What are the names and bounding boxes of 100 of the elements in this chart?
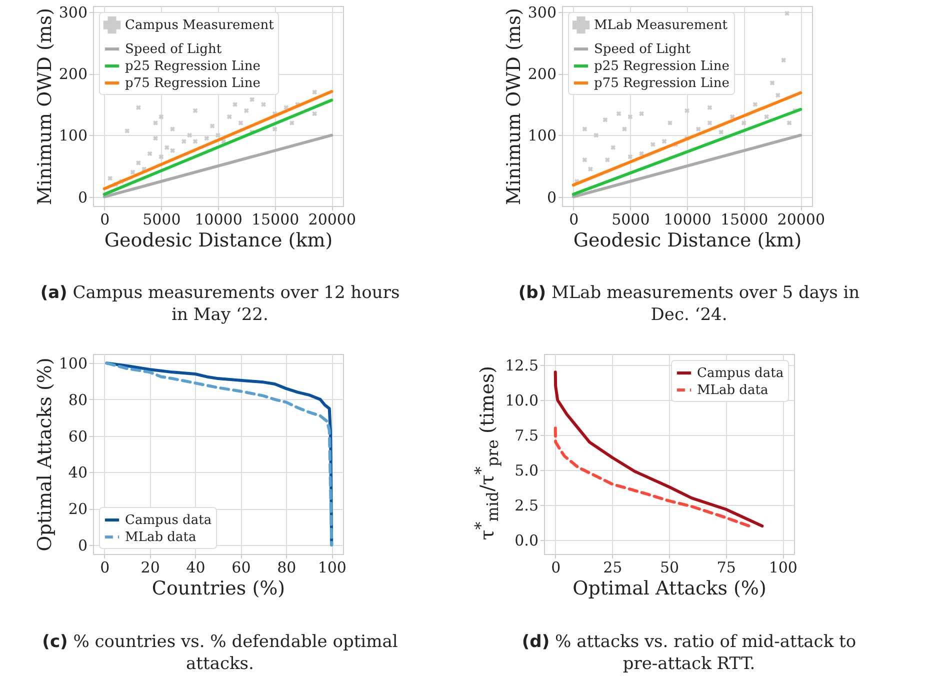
point [752, 102, 758, 107]
point [784, 10, 790, 16]
y-axis-title: Minimum OWD (ms) [34, 8, 56, 206]
point [604, 157, 610, 162]
point [730, 114, 735, 120]
x-axis-title: Geodesic Distance (km) [573, 230, 802, 252]
y-tick-label: 100 [58, 126, 88, 145]
y-tick-label: 0.0 [514, 532, 538, 550]
y-tick-label: 300 [58, 4, 88, 22]
point [124, 128, 130, 134]
point [238, 120, 244, 126]
x-tick-label: 40 [186, 558, 206, 576]
point [130, 170, 136, 175]
point [108, 176, 113, 181]
y-tick-label: 20 [68, 500, 88, 518]
point [684, 108, 690, 114]
legend-label: p25 Regression Line [594, 59, 730, 74]
point [764, 114, 770, 120]
y-tick-label: 0 [78, 188, 88, 206]
y-tick-label: 100 [528, 126, 556, 145]
point [250, 97, 255, 102]
y-tick-label: 5.0 [514, 462, 538, 480]
legend-label: MLab Measurement [594, 18, 728, 33]
point [192, 138, 198, 144]
point [602, 117, 608, 122]
y-tick-label: 80 [68, 390, 88, 409]
point [244, 108, 249, 114]
x-tick-label: 100 [318, 558, 346, 576]
legend-label: p25 Regression Line [125, 59, 261, 74]
point [153, 136, 158, 141]
y-tick-label: 200 [58, 65, 88, 84]
x-tick-label: 0 [100, 210, 110, 228]
legend-label: Campus data [125, 513, 212, 528]
point [153, 120, 158, 126]
point [781, 58, 786, 63]
point [210, 124, 215, 128]
y-tick-label: 40 [68, 464, 88, 482]
legend-label: Campus data [697, 366, 784, 381]
point [775, 92, 780, 98]
text: (d) % attacks vs. ratio of mid-attack to pre-attack RTT. [520, 631, 858, 675]
point [272, 126, 278, 132]
legend-label: p75 Regression Line [594, 76, 730, 91]
y-tick-label: 300 [528, 4, 556, 22]
x-axis-title: Geodesic Distance (km) [104, 230, 333, 252]
x-tick-label: 60 [232, 558, 251, 576]
point [312, 111, 318, 116]
point [662, 138, 667, 144]
x-tick-label: 20 [140, 558, 160, 576]
point [226, 114, 232, 120]
x-tick-label: 20000 [777, 210, 825, 228]
point [650, 142, 656, 147]
point [216, 132, 220, 138]
point [192, 108, 198, 114]
x-tick-label: 100 [768, 558, 798, 576]
point [741, 120, 746, 126]
point [639, 151, 644, 156]
point [232, 102, 238, 107]
x-axis-title: Optimal Attacks (%) [572, 578, 766, 600]
point [284, 105, 289, 110]
point [770, 80, 775, 86]
y-tick-label: 12.5 [505, 356, 538, 375]
x-tick-label: 75 [716, 558, 736, 576]
x-tick-label: 5000 [142, 210, 181, 228]
point [639, 111, 644, 116]
point [170, 148, 176, 154]
point [170, 126, 176, 132]
x-tick-label: 0 [100, 558, 110, 576]
x-tick-label: 80 [277, 558, 296, 576]
legend-label: Speed of Light [594, 42, 692, 57]
x-tick-label: 15000 [720, 210, 768, 228]
y-tick-label: 2.5 [514, 496, 538, 515]
x-tick-label: 20000 [308, 210, 356, 228]
legend-label: Speed of Light [125, 42, 222, 57]
point [616, 111, 622, 116]
point [582, 157, 588, 162]
point [312, 90, 318, 95]
x-tick-label: 50 [660, 558, 680, 576]
y-tick-label: 200 [528, 65, 556, 84]
text: (c) % countries vs. % defendable optimal attacks. [41, 631, 399, 675]
y-axis-title: Optimal Attacks (%) [34, 358, 56, 552]
x-tick-label: 25 [603, 558, 622, 576]
legend-label: MLab data [125, 530, 196, 545]
y-tick-label: 7.5 [514, 426, 538, 445]
text: (b) MLab measurements over 5 days in Dec. ‘24. [517, 282, 861, 326]
x-tick-label: 10000 [194, 210, 242, 228]
point [622, 126, 627, 132]
point [594, 132, 599, 138]
point [187, 132, 192, 138]
point [260, 102, 266, 107]
legend-label: MLab data [697, 383, 768, 398]
point [164, 145, 170, 150]
y-tick-label: 100 [58, 354, 88, 373]
text: (a) Campus measurements over 12 hours in May ‘22. [40, 282, 400, 326]
point [289, 120, 294, 126]
point [582, 126, 588, 132]
x-tick-label: 15000 [251, 210, 300, 228]
point [667, 120, 672, 126]
point [707, 120, 712, 126]
y-tick-label: 10.0 [505, 392, 538, 410]
x-tick-label: 0 [569, 210, 579, 228]
